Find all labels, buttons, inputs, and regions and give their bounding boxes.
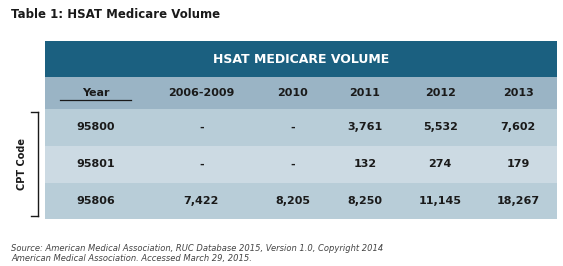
- Text: 11,145: 11,145: [419, 196, 462, 206]
- Text: -: -: [199, 159, 204, 169]
- Text: HSAT MEDICARE VOLUME: HSAT MEDICARE VOLUME: [213, 53, 390, 66]
- Text: -: -: [290, 159, 295, 169]
- Text: 2011: 2011: [350, 88, 381, 98]
- Text: Table 1: HSAT Medicare Volume: Table 1: HSAT Medicare Volume: [11, 8, 220, 21]
- Text: CPT Code: CPT Code: [17, 138, 27, 190]
- Text: 2013: 2013: [503, 88, 534, 98]
- Text: Source: American Medical Association, RUC Database 2015, Version 1.0, Copyright : Source: American Medical Association, RU…: [11, 244, 383, 263]
- Text: 132: 132: [354, 159, 377, 169]
- Text: Year: Year: [82, 88, 109, 98]
- Text: 2010: 2010: [277, 88, 308, 98]
- Text: 8,205: 8,205: [275, 196, 310, 206]
- Text: 179: 179: [507, 159, 530, 169]
- Text: 8,250: 8,250: [347, 196, 382, 206]
- Text: 7,602: 7,602: [501, 122, 536, 132]
- Text: 3,761: 3,761: [347, 122, 382, 132]
- Text: -: -: [199, 122, 204, 132]
- Text: 5,532: 5,532: [423, 122, 458, 132]
- Text: 18,267: 18,267: [497, 196, 540, 206]
- Text: 7,422: 7,422: [184, 196, 219, 206]
- Text: 2006-2009: 2006-2009: [168, 88, 235, 98]
- Text: 95801: 95801: [77, 159, 115, 169]
- Text: 274: 274: [428, 159, 452, 169]
- Text: 95800: 95800: [77, 122, 115, 132]
- Text: 2012: 2012: [425, 88, 455, 98]
- Text: 95806: 95806: [77, 196, 115, 206]
- Text: -: -: [290, 122, 295, 132]
